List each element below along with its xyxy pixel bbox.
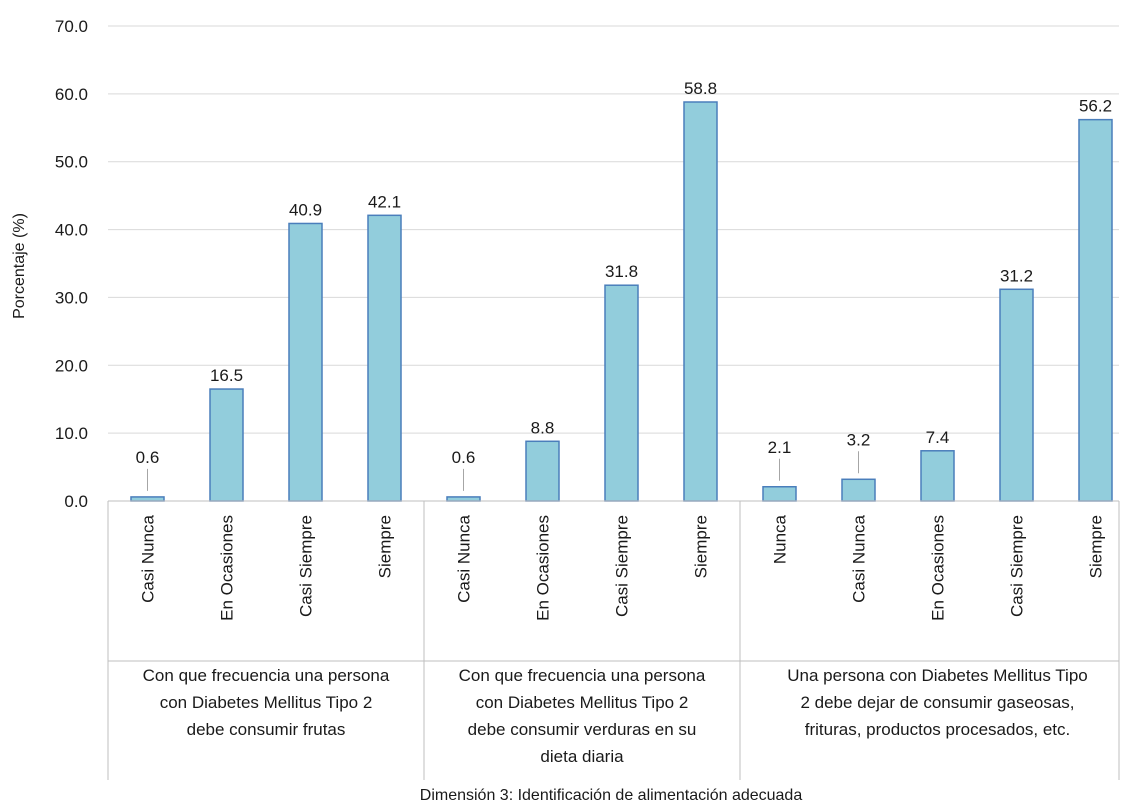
bar <box>683 101 718 502</box>
data-label: 7.4 <box>926 428 950 447</box>
y-tick-label: 70.0 <box>55 17 88 36</box>
group-label-line: frituras, productos procesados, etc. <box>805 720 1071 739</box>
y-tick-label: 30.0 <box>55 288 88 307</box>
group-label-line: Con que frecuencia una persona <box>459 666 706 685</box>
bar <box>920 450 955 502</box>
category-label: En Ocasiones <box>929 515 948 621</box>
bar <box>999 288 1034 502</box>
y-axis-title: Porcentaje (%) <box>11 213 28 319</box>
bar <box>288 222 323 502</box>
category-label: Casi Siempre <box>1008 515 1027 617</box>
category-label: En Ocasiones <box>218 515 237 621</box>
y-tick-label: 40.0 <box>55 221 88 240</box>
y-tick-label: 50.0 <box>55 153 88 172</box>
y-axis-ticks: 0.0 10.0 20.0 30.0 40.0 50.0 60.0 70.0 <box>55 17 88 511</box>
data-label: 2.1 <box>768 438 792 457</box>
data-label: 16.5 <box>210 366 243 385</box>
category-label: Casi Siempre <box>613 515 632 617</box>
group-label-line: con Diabetes Mellitus Tipo 2 <box>476 693 689 712</box>
bar <box>130 496 165 502</box>
y-tick-label: 20.0 <box>55 356 88 375</box>
y-tick-label: 60.0 <box>55 85 88 104</box>
y-tick-label: 10.0 <box>55 424 88 443</box>
category-label: Siempre <box>1087 515 1106 578</box>
category-label: Siempre <box>692 515 711 578</box>
bar <box>446 496 481 502</box>
data-label: 42.1 <box>368 192 401 211</box>
data-label: 56.2 <box>1079 97 1112 116</box>
data-labels: 0.6 16.5 40.9 42.1 0.6 8.8 31.8 58.8 2.1 3.2 7.4 31… <box>136 79 1112 491</box>
bar <box>525 440 560 502</box>
category-label: Casi Nunca <box>139 514 158 602</box>
bar <box>762 486 797 502</box>
x-axis-title: Dimensión 3: Identificación de alimentac… <box>420 787 803 804</box>
group-label-line: debe consumir frutas <box>187 720 346 739</box>
bar <box>367 214 402 502</box>
x-axis: Casi Nunca En Ocasiones Casi Siempre Siempr… <box>107 500 1120 780</box>
group-label-line: debe consumir verduras en su <box>468 720 697 739</box>
category-label: Casi Nunca <box>850 514 869 602</box>
data-label: 0.6 <box>136 448 160 467</box>
category-label: Nunca <box>771 514 790 564</box>
bar <box>841 478 876 502</box>
bar <box>604 284 639 502</box>
data-label: 8.8 <box>531 418 555 437</box>
group-label-line: dieta diaria <box>540 747 624 766</box>
data-label: 58.8 <box>684 79 717 98</box>
bar <box>209 388 244 502</box>
group-label-line: Con que frecuencia una persona <box>143 666 390 685</box>
category-label: Casi Siempre <box>297 515 316 617</box>
group-label-line: Una persona con Diabetes Mellitus Tipo <box>787 666 1088 685</box>
group-label-line: 2 debe dejar de consumir gaseosas, <box>800 693 1074 712</box>
category-label: Siempre <box>376 515 395 578</box>
bar <box>1078 118 1113 502</box>
y-tick-label: 0.0 <box>64 492 88 511</box>
bars <box>130 101 1113 502</box>
data-label: 31.2 <box>1000 266 1033 285</box>
data-label: 0.6 <box>452 448 476 467</box>
data-label: 40.9 <box>289 200 322 219</box>
data-label: 3.2 <box>847 430 871 449</box>
category-label: Casi Nunca <box>455 514 474 602</box>
category-label: En Ocasiones <box>534 515 553 621</box>
data-label: 31.8 <box>605 262 638 281</box>
group-label-line: con Diabetes Mellitus Tipo 2 <box>160 693 373 712</box>
